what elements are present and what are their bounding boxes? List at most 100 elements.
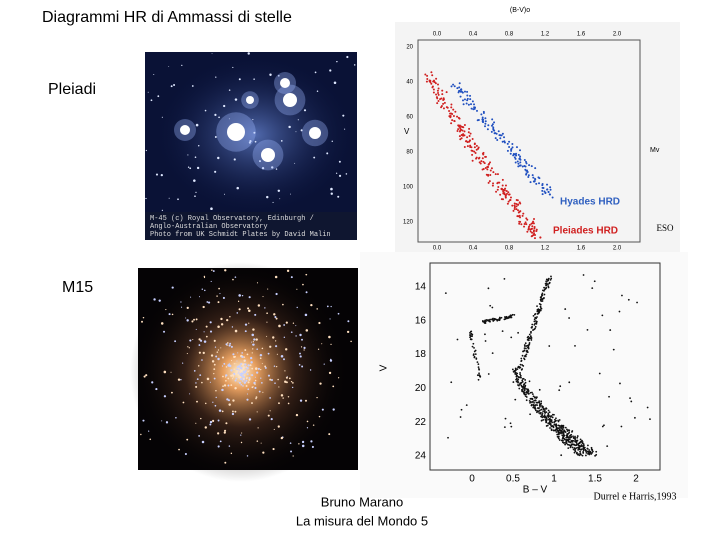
scan-dot <box>426 74 429 77</box>
scan-dot <box>491 184 494 187</box>
scan-dot <box>549 278 552 281</box>
scan-dot <box>436 102 439 105</box>
scan-dot <box>561 434 564 437</box>
scan-dot <box>536 316 538 318</box>
star <box>211 360 215 363</box>
star <box>286 375 288 377</box>
star <box>228 344 231 347</box>
star <box>194 156 197 158</box>
scan-dot <box>561 430 563 433</box>
scan-dot <box>509 196 512 199</box>
scan-dot <box>476 374 479 377</box>
star <box>269 345 272 348</box>
star <box>233 368 235 370</box>
scan-dot <box>536 313 539 315</box>
scan-dot <box>538 303 541 305</box>
star <box>230 345 233 348</box>
star <box>252 341 254 343</box>
star <box>247 370 250 373</box>
scan-dot <box>515 374 518 377</box>
scan-dot <box>437 93 440 96</box>
left-tick-label: 20 <box>415 383 427 394</box>
star <box>249 364 252 367</box>
scan-dot <box>495 190 498 193</box>
star <box>240 434 242 436</box>
scan-dot <box>566 443 569 446</box>
scan-dot <box>582 449 585 452</box>
scan-dot <box>533 320 536 323</box>
star <box>202 351 205 355</box>
star <box>239 370 242 374</box>
scan-dot <box>430 82 433 85</box>
scan-dot <box>533 396 536 399</box>
scan-dot <box>531 400 534 403</box>
star <box>181 64 183 66</box>
scan-dot <box>497 130 500 133</box>
scan-dot <box>550 415 553 417</box>
scan-dot <box>456 338 459 341</box>
star <box>222 385 224 387</box>
scan-dot <box>526 170 529 173</box>
star <box>246 353 249 356</box>
star <box>330 358 332 361</box>
star <box>267 288 269 290</box>
scan-dot <box>435 96 438 99</box>
scan-dot <box>519 366 522 369</box>
star <box>189 393 191 395</box>
scan-dot <box>473 107 476 110</box>
scan-dot <box>530 339 533 341</box>
star <box>251 374 254 377</box>
scan-dot <box>574 444 577 447</box>
star <box>223 104 226 108</box>
star <box>201 359 203 361</box>
star <box>256 371 259 374</box>
star <box>253 131 256 134</box>
scan-dot <box>530 337 533 339</box>
star <box>201 381 203 384</box>
star <box>223 431 226 434</box>
bright-star <box>227 123 245 141</box>
star <box>248 376 251 379</box>
left-tick-label: 18 <box>415 349 427 360</box>
scan-dot <box>516 368 519 371</box>
star <box>285 321 288 324</box>
scan-dot <box>494 137 497 140</box>
scan-dot <box>540 400 543 403</box>
scan-dot <box>505 190 508 193</box>
scan-dot <box>578 446 581 449</box>
star <box>252 119 254 121</box>
star <box>284 380 287 383</box>
star <box>215 396 217 399</box>
scan-dot <box>502 190 505 193</box>
scan-dot <box>494 173 497 176</box>
scan-dot <box>458 82 461 85</box>
scan-dot <box>511 204 514 207</box>
scan-dot <box>520 368 523 371</box>
star <box>228 89 231 91</box>
scan-dot <box>482 151 485 154</box>
star <box>218 116 220 119</box>
scan-dot <box>557 433 560 436</box>
scan-dot <box>521 165 524 168</box>
star <box>261 381 263 384</box>
scan-dot <box>534 409 537 412</box>
scan-dot <box>543 293 546 296</box>
star <box>273 428 275 430</box>
star <box>241 352 244 354</box>
star <box>240 377 243 381</box>
scan-dot <box>574 438 577 441</box>
star <box>270 418 273 421</box>
scan-dot <box>555 417 557 420</box>
star <box>299 333 302 337</box>
star <box>256 411 258 413</box>
scan-dot <box>579 452 582 455</box>
scan-dot <box>547 283 549 286</box>
scan-dot <box>488 320 491 322</box>
star <box>350 340 352 343</box>
scan-dot <box>517 209 520 212</box>
scan-dot <box>463 90 466 93</box>
scan-dot <box>548 421 551 424</box>
star <box>230 384 233 387</box>
scan-dot <box>534 325 537 328</box>
star <box>188 347 190 349</box>
